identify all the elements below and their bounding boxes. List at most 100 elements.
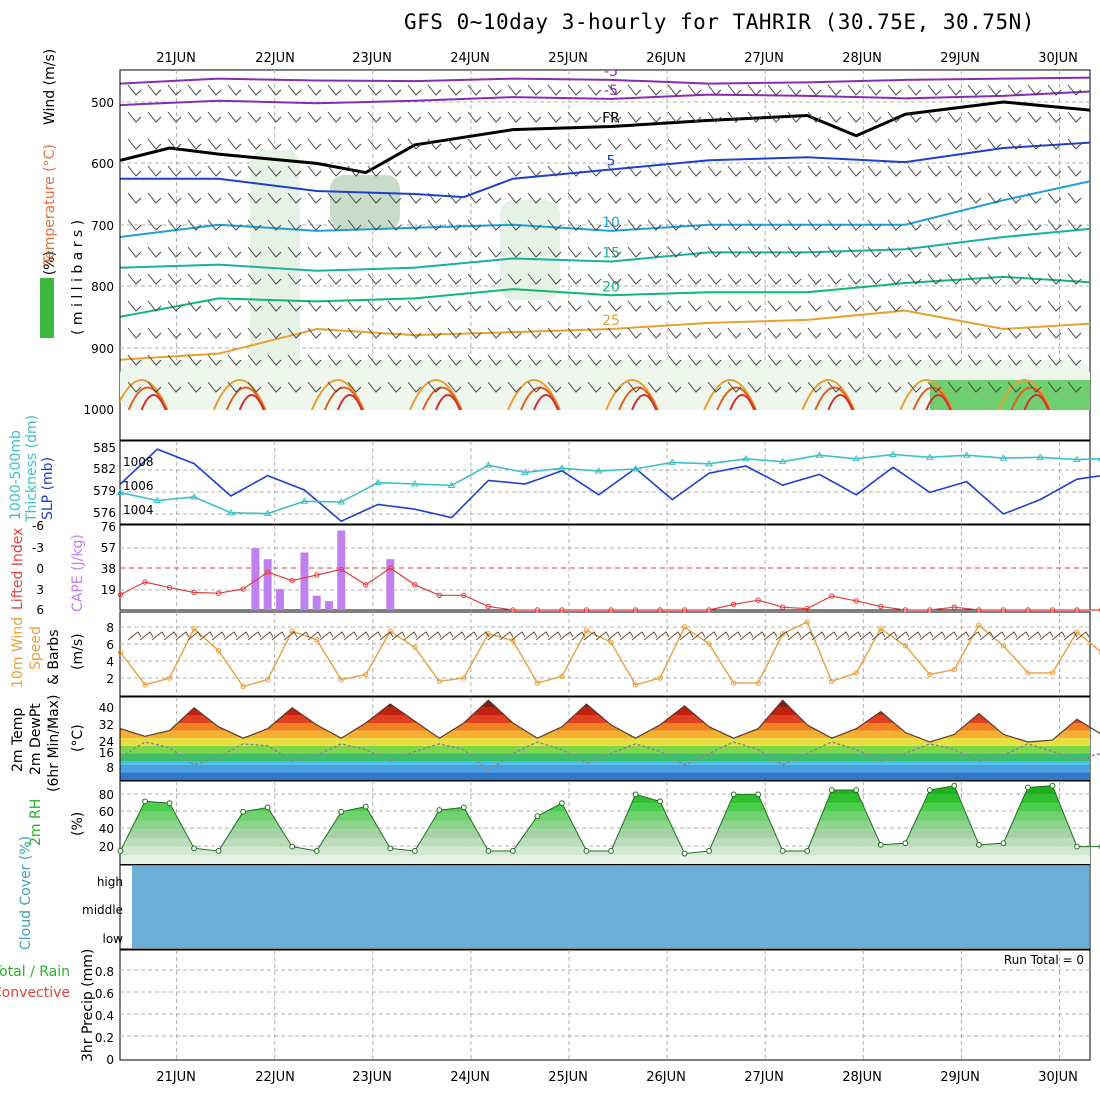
wind-barb-57: [811, 631, 826, 641]
barb-24-0: [607, 84, 622, 96]
wind-barb-36: [559, 631, 574, 641]
rh-point-25: [730, 791, 737, 798]
wind-point-13: [436, 678, 443, 685]
barb-36-9: [847, 327, 862, 339]
barb-12-1: [367, 111, 382, 123]
isotherm-label-6: 20: [602, 279, 620, 295]
lifted-point-19: [583, 607, 590, 613]
isotherm-3: [120, 141, 1090, 199]
barb-36-11: [847, 381, 862, 393]
barb-7-7: [267, 273, 282, 285]
barb-9-8: [307, 300, 322, 312]
barb-15-0: [427, 84, 442, 96]
barb-28-4: [687, 192, 702, 204]
barb-47-1: [1067, 111, 1082, 123]
barb-17-2: [467, 138, 482, 150]
tick-precip-04: 0.4: [95, 1009, 114, 1023]
barb-21-9: [547, 327, 562, 339]
barb-30-10: [727, 354, 742, 366]
barb-41-3: [947, 165, 962, 177]
wind-point-31: [878, 626, 884, 632]
rh-point-33: [926, 787, 933, 793]
wind-barb-23: [403, 631, 418, 641]
lifted-point-15: [485, 603, 492, 610]
barb-30-11: [727, 381, 742, 393]
barb-20-8: [527, 300, 542, 312]
wind-point-39: [1074, 629, 1080, 635]
barb-21-0: [547, 84, 562, 96]
wind-point-18: [559, 673, 565, 679]
barb-44-7: [1007, 273, 1022, 285]
lifted-point-8: [314, 572, 320, 578]
barb-8-3: [287, 165, 302, 177]
barb-41-0: [947, 84, 962, 96]
barb-42-6: [967, 246, 982, 258]
wind-barb-19: [355, 631, 370, 641]
barb-43-6: [987, 246, 1002, 258]
temp-band-0: [120, 772, 1090, 780]
barb-1-0: [147, 84, 162, 96]
wind-barb-55: [787, 631, 802, 641]
barb-0-4: [127, 192, 142, 204]
barb-0-11: [127, 381, 142, 393]
barb-40-8: [927, 300, 942, 312]
barb-47-9: [1067, 327, 1082, 339]
wind-barb-6: [199, 631, 214, 641]
tick-precip-0: 0: [106, 1053, 114, 1067]
wind-point-23: [681, 624, 688, 630]
barb-9-4: [307, 192, 322, 204]
barb-16-11: [447, 381, 462, 393]
barb-33-11: [787, 381, 802, 393]
barb-19-5: [507, 219, 522, 231]
barb-47-3: [1067, 165, 1082, 177]
barb-2-4: [167, 192, 182, 204]
wind-barb-17: [331, 631, 346, 641]
barb-16-10: [447, 354, 462, 366]
wind-point-6: [264, 677, 271, 683]
barb-37-8: [867, 300, 882, 312]
tick-cape-76: 76: [101, 520, 116, 534]
barb-36-5: [847, 219, 862, 231]
barb-29-0: [707, 84, 722, 96]
barb-7-2: [267, 138, 282, 150]
wind-barb-20: [367, 631, 382, 641]
ylabel-wind-units: (m/s): [70, 633, 86, 670]
barb-4-9: [207, 327, 222, 339]
xtick-top-2: 23JUN: [352, 51, 392, 66]
temp-band-4: [120, 745, 1090, 754]
thickness-marker-14: [631, 464, 640, 472]
barb-39-2: [907, 138, 922, 150]
barb-40-6: [927, 246, 942, 258]
tick-700: 700: [91, 219, 114, 233]
barb-43-0: [987, 84, 1002, 96]
barb-22-6: [567, 246, 582, 258]
barb-42-7: [967, 273, 982, 285]
barb-18-9: [487, 327, 502, 339]
ylabel-lifted: Lifted Index: [10, 528, 26, 610]
barb-6-11: [247, 381, 262, 393]
thickness-marker-24: [999, 454, 1008, 461]
barb-26-5: [647, 219, 662, 231]
barb-42-1: [967, 111, 982, 123]
barb-46-4: [1047, 192, 1062, 204]
ylabel-speed: Speed: [28, 626, 44, 670]
barb-18-1: [487, 111, 502, 123]
barb-8-8: [287, 300, 302, 312]
cloud-ylabel: Cloud Cover (%): [18, 836, 34, 950]
barb-45-9: [1027, 327, 1042, 339]
wind-barb-16: [319, 631, 334, 641]
barb-5-0: [227, 84, 242, 96]
ylabel-temperature: Temperature (°C): [42, 144, 58, 266]
barb-37-5: [867, 219, 882, 231]
barb-36-1: [847, 111, 862, 123]
barb-43-3: [987, 165, 1002, 177]
barb-14-7: [407, 273, 422, 285]
tick-1004: 1004: [123, 503, 154, 517]
barb-39-1: [907, 111, 922, 123]
barb-27-5: [667, 219, 682, 231]
wind-barb-73: [1003, 631, 1018, 641]
barb-40-9: [927, 327, 942, 339]
rh-point-3: [191, 845, 197, 852]
barb-21-11: [547, 381, 562, 393]
barb-37-1: [867, 111, 882, 123]
